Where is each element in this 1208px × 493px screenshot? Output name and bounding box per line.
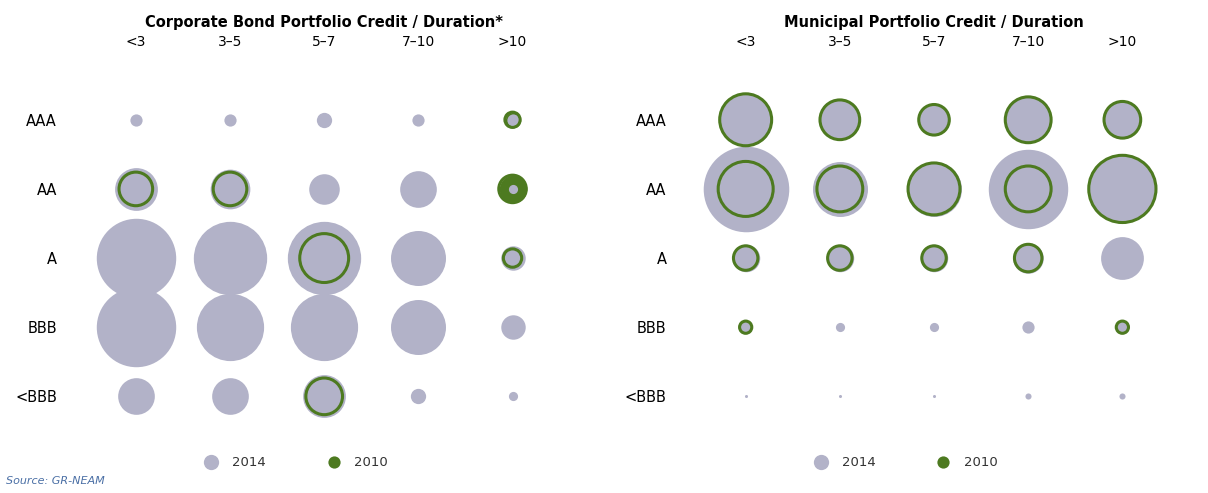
Point <box>830 392 849 400</box>
Point <box>314 392 333 400</box>
Point <box>1018 116 1038 124</box>
Point <box>503 254 522 262</box>
Point <box>220 116 239 124</box>
Point <box>408 185 428 193</box>
Point <box>934 458 953 466</box>
Point <box>324 458 343 466</box>
Point <box>830 254 849 262</box>
Point <box>408 392 428 400</box>
Point <box>1018 392 1038 400</box>
Point <box>736 185 755 193</box>
Point <box>736 116 755 124</box>
Title: Corporate Bond Portfolio Credit / Duration*: Corporate Bond Portfolio Credit / Durati… <box>145 15 504 30</box>
Point <box>126 254 145 262</box>
Point <box>408 254 428 262</box>
Point <box>1113 116 1132 124</box>
Point <box>830 323 849 331</box>
Point <box>830 116 849 124</box>
Point <box>126 392 145 400</box>
Point <box>503 392 522 400</box>
Point <box>924 116 943 124</box>
Point <box>830 116 849 124</box>
Point <box>503 185 522 193</box>
Point <box>1018 254 1038 262</box>
Point <box>924 323 943 331</box>
Text: 2014: 2014 <box>232 456 266 468</box>
Point <box>220 185 239 193</box>
Point <box>503 185 522 193</box>
Point <box>503 116 522 124</box>
Point <box>503 254 522 262</box>
Point <box>830 185 849 193</box>
Point <box>924 185 943 193</box>
Point <box>126 116 145 124</box>
Point <box>314 392 333 400</box>
Point <box>736 116 755 124</box>
Point <box>220 392 239 400</box>
Point <box>314 254 333 262</box>
Point <box>924 254 943 262</box>
Point <box>1113 323 1132 331</box>
Point <box>314 323 333 331</box>
Point <box>924 254 943 262</box>
Text: 2010: 2010 <box>964 456 998 468</box>
Point <box>1113 185 1132 193</box>
Point <box>1018 323 1038 331</box>
Point <box>202 458 221 466</box>
Point <box>314 116 333 124</box>
Point <box>126 185 145 193</box>
Point <box>1113 254 1132 262</box>
Point <box>126 185 145 193</box>
Point <box>408 323 428 331</box>
Point <box>220 254 239 262</box>
Point <box>1018 185 1038 193</box>
Point <box>812 458 831 466</box>
Point <box>736 323 755 331</box>
Point <box>736 392 755 400</box>
Point <box>1018 185 1038 193</box>
Point <box>503 116 522 124</box>
Point <box>220 185 239 193</box>
Point <box>736 323 755 331</box>
Text: Source: GR-NEAM: Source: GR-NEAM <box>6 476 105 486</box>
Point <box>736 185 755 193</box>
Point <box>1018 116 1038 124</box>
Point <box>503 185 522 193</box>
Point <box>1113 185 1132 193</box>
Point <box>924 185 943 193</box>
Point <box>503 323 522 331</box>
Point <box>1113 323 1132 331</box>
Point <box>126 323 145 331</box>
Point <box>1018 254 1038 262</box>
Point <box>924 392 943 400</box>
Point <box>736 254 755 262</box>
Point <box>924 116 943 124</box>
Point <box>408 116 428 124</box>
Point <box>220 323 239 331</box>
Point <box>736 254 755 262</box>
Title: Municipal Portfolio Credit / Duration: Municipal Portfolio Credit / Duration <box>784 15 1084 30</box>
Point <box>503 116 522 124</box>
Point <box>314 185 333 193</box>
Text: 2014: 2014 <box>842 456 876 468</box>
Point <box>830 185 849 193</box>
Text: 2010: 2010 <box>354 456 388 468</box>
Point <box>830 254 849 262</box>
Point <box>314 254 333 262</box>
Point <box>1113 392 1132 400</box>
Point <box>1113 116 1132 124</box>
